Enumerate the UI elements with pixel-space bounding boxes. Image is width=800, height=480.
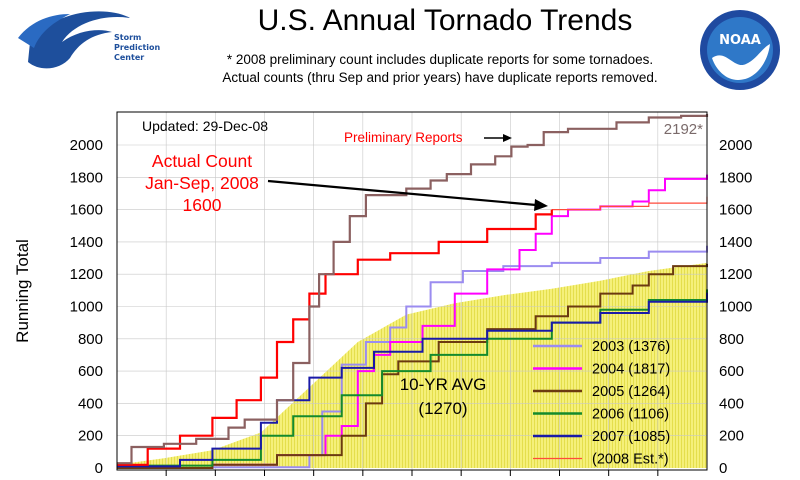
y-tick-label-right: 1600 [719,202,752,219]
series-line-2007 [117,292,708,468]
spc-swoosh-2 [18,14,70,48]
prelim-reports-label: Preliminary Reports [344,130,463,145]
y-tick-label-left: 1600 [70,202,103,219]
axis-ticks: 0 0 200 200 400 400 600 600 800 800 1000 1000 1200 12… [70,137,753,477]
spc-logo-word-1: Storm [114,33,141,42]
actual-count-line-1: Actual Count [152,151,252,171]
subtitle-line-2: Actual counts (thru Sep and prior years)… [222,70,658,85]
y-tick-label-left: 400 [78,395,103,412]
series-lines [117,114,709,469]
noaa-gull [712,44,770,80]
y-tick-label-right: 800 [719,331,744,348]
y-tick-label-left: 2000 [70,137,103,154]
actual-count-line-2: Jan-Sep, 2008 [145,173,259,193]
actual-arrow-shaft [267,179,537,207]
y-tick-label-right: 1200 [719,266,752,283]
grid [117,112,707,470]
subtitle-line-1: * 2008 preliminary count includes duplic… [226,52,654,67]
actual-arrow-head [534,199,548,211]
page-title: U.S. Annual Tornado Trends [257,4,633,37]
y-tick-label-right: 1000 [719,299,752,316]
actual-count-line-3: 1600 [183,195,222,215]
legend-label-2005: 2005 (1264) [592,384,670,400]
y-tick-label-left: 200 [78,428,103,445]
noaa-logo-text: NOAA [719,33,761,48]
legend-label-2006: 2006 (1106) [592,407,669,423]
spc-logo-word-3: Center [114,53,144,62]
y-tick-label-right: 0 [719,460,727,477]
y-tick-label-left: 0 [95,460,103,477]
prelim-arrow-head [503,134,512,142]
noaa-logo: NOAA [700,10,780,90]
legend-label-2007: 2007 (1085) [592,429,670,445]
y-tick-label-left: 600 [78,363,103,380]
spc-swoosh [28,11,130,69]
y-tick-label-right: 200 [719,428,744,445]
y-tick-label-right: 2000 [719,137,752,154]
y-tick-label-left: 1200 [70,266,103,283]
series-line-2008-preliminary [117,114,709,465]
series-line-2008-est [551,196,708,211]
series-line-2004 [117,174,708,469]
prelim-total-label: 2192* [664,121,703,138]
legend-label-2004: 2004 (1817) [592,362,670,378]
y-tick-label-right: 1800 [719,169,752,186]
y-tick-label-left: 1400 [70,234,103,251]
y-tick-label-left: 1800 [70,169,103,186]
updated-label: Updated: 29-Dec-08 [142,118,268,134]
y-tick-label-right: 400 [719,395,744,412]
y-tick-label-left: 800 [78,331,103,348]
y-tick-label-left: 1000 [70,299,103,316]
spc-logo: Storm Prediction Center [18,11,161,69]
avg-label-line-1: 10-YR AVG [400,375,487,394]
legend-label-2008-est: (2008 Est.*) [592,452,669,468]
avg-label-line-2: (1270) [418,399,467,418]
legend: 2003 (1376) 2004 (1817) 2005 (1264) 2006 (1… [533,339,670,468]
y-tick-label-right: 1400 [719,234,752,251]
y-axis-label: Running Total [13,239,32,343]
spc-logo-word-2: Prediction [114,43,161,52]
y-tick-label-right: 600 [719,363,744,380]
legend-label-2003: 2003 (1376) [592,339,670,355]
